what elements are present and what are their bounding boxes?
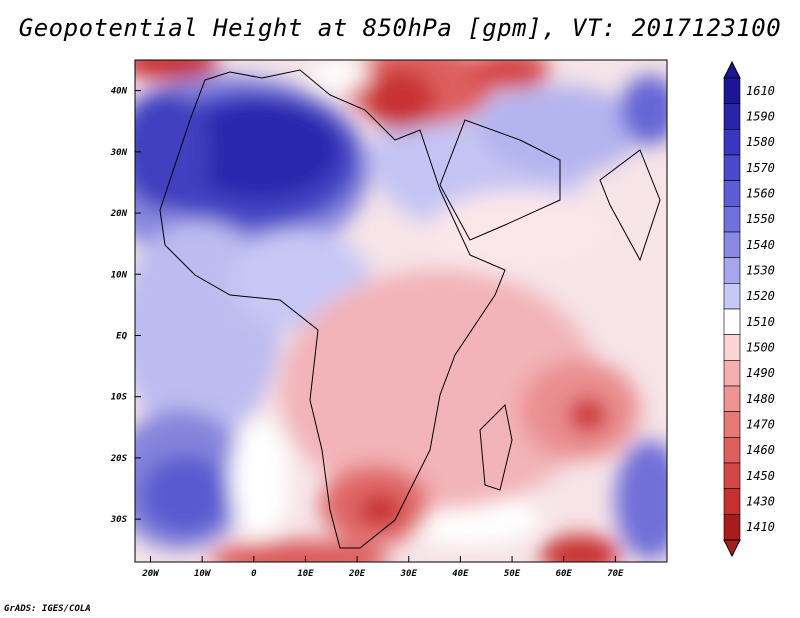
- colorbar-swatch: [723, 283, 741, 310]
- lon-tick-label: 30E: [400, 569, 418, 579]
- grads-credit: GrADS: IGES/COLA: [4, 604, 91, 614]
- lat-tick-label: 40N: [111, 87, 128, 97]
- lon-tick-label: 20W: [141, 569, 160, 579]
- lat-tick-label: 10N: [111, 270, 128, 280]
- colorbar-label: 1520: [746, 289, 775, 303]
- colorbar-swatch: [723, 206, 741, 233]
- lon-tick-label: 40E: [452, 569, 469, 579]
- colorbar-swatch: [723, 103, 741, 130]
- map-title: Geopotential Height at 850hPa [gpm], VT:…: [18, 14, 782, 42]
- colorbar-label: 1510: [746, 315, 775, 329]
- colorbar-label: 1530: [746, 264, 775, 278]
- height-field: [135, 60, 667, 562]
- longitude-axis: 20W 10W 0 10E 20E 30E 40E 50E 60E 70E: [141, 556, 624, 579]
- colorbar-label: 1410: [746, 520, 775, 534]
- colorbar-bottom-arrow: [723, 539, 741, 558]
- lon-tick-label: 20E: [348, 569, 366, 579]
- lat-tick-label: 20S: [110, 454, 128, 464]
- lat-tick-label: 30S: [110, 515, 128, 525]
- lon-tick-label: 70E: [607, 569, 624, 579]
- colorbar-label: 1610: [746, 84, 775, 98]
- colorbar-swatch: [723, 308, 741, 335]
- colorbar-label: 1480: [746, 392, 775, 406]
- lat-tick-label: 20N: [110, 209, 128, 219]
- lat-tick-label: 30N: [110, 148, 128, 158]
- lat-tick-label: 10S: [111, 393, 128, 403]
- colorbar-swatch: [723, 334, 741, 361]
- colorbar-swatch: [723, 180, 741, 207]
- colorbar-label: 1550: [746, 212, 775, 226]
- colorbar-swatch: [723, 514, 741, 541]
- colorbar-swatch: [723, 231, 741, 258]
- plot-frame: [134, 59, 668, 563]
- colorbar-label: 1500: [746, 341, 775, 355]
- colorbar-label: 1560: [746, 187, 775, 201]
- colorbar-swatch: [723, 360, 741, 387]
- lon-tick-label: 10W: [194, 569, 212, 579]
- colorbar-label: 1470: [746, 418, 775, 432]
- colorbar-swatch: [723, 77, 741, 104]
- colorbar-swatch: [723, 385, 741, 412]
- colorbar-label: 1590: [746, 110, 775, 124]
- colorbar-label: 1430: [746, 495, 775, 509]
- lon-tick-label: 10E: [297, 569, 314, 579]
- colorbar: 1610 1590 1580 1570 1560 1550 1540 1530 1520 1510…: [723, 60, 775, 558]
- coastlines: [159, 69, 661, 549]
- colorbar-label: 1580: [746, 135, 775, 149]
- colorbar-swatch: [723, 411, 741, 438]
- colorbar-swatch: [723, 257, 741, 284]
- colorbar-swatch: [723, 462, 741, 489]
- colorbar-swatch: [723, 154, 741, 181]
- lon-tick-label: 50E: [504, 569, 521, 579]
- colorbar-label: 1450: [746, 469, 775, 483]
- colorbar-label: 1570: [746, 161, 775, 175]
- lat-tick-label: EQ: [116, 331, 127, 341]
- colorbar-swatch: [723, 129, 741, 156]
- colorbar-label: 1540: [746, 238, 775, 252]
- colorbar-swatch: [723, 488, 741, 515]
- colorbar-swatch: [723, 437, 741, 464]
- lon-tick-label: 60E: [556, 569, 573, 579]
- colorbar-label: 1460: [746, 443, 775, 457]
- latitude-axis: 40N 30N 20N 10N EQ 10S 20S 30S: [110, 87, 141, 525]
- colorbar-top-arrow: [723, 60, 741, 79]
- lon-tick-label: 0: [251, 569, 257, 579]
- colorbar-label: 1490: [746, 366, 775, 380]
